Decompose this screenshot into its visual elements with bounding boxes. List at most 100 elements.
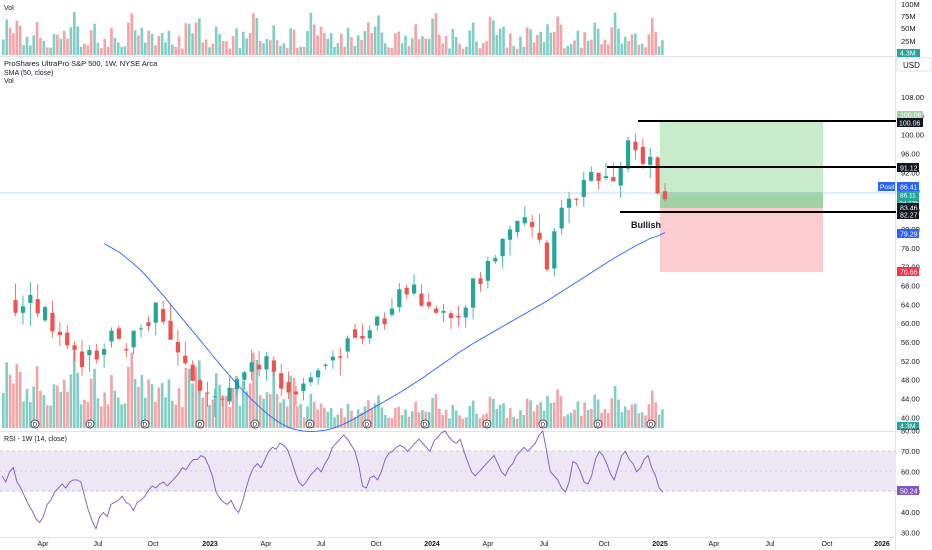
top-volume-bar bbox=[272, 25, 275, 55]
top-volume-bar bbox=[417, 39, 421, 55]
dividend-marker[interactable]: D bbox=[420, 419, 430, 429]
horizontal-levels[interactable] bbox=[607, 120, 896, 213]
candle bbox=[190, 360, 195, 382]
volume-bar bbox=[492, 399, 495, 428]
entry-badge bbox=[897, 203, 919, 212]
volume-bar bbox=[160, 383, 164, 428]
volume-bar bbox=[542, 410, 546, 428]
candle bbox=[205, 381, 210, 407]
top-volume-bar bbox=[552, 31, 556, 55]
top-volume-bar bbox=[177, 36, 181, 55]
top-volume-bar bbox=[600, 44, 603, 55]
volume-bar bbox=[76, 372, 79, 428]
dividend-marker[interactable]: D bbox=[140, 419, 150, 429]
top-volume-bar bbox=[468, 30, 472, 55]
top-volume-bar bbox=[617, 28, 620, 55]
top-volume-bar bbox=[414, 24, 417, 55]
dividend-marker[interactable]: D bbox=[30, 419, 40, 429]
volume-bar bbox=[181, 407, 184, 428]
top-volume-bar bbox=[451, 28, 455, 55]
top-volume-bar bbox=[69, 27, 73, 55]
dividend-marker[interactable]: D bbox=[250, 419, 260, 429]
dividend-marker[interactable]: D bbox=[195, 419, 205, 429]
volume-bar bbox=[586, 409, 590, 428]
dividend-marker[interactable]: D bbox=[593, 419, 603, 429]
dividend-marker[interactable]: D bbox=[646, 419, 656, 429]
volume-bar bbox=[400, 414, 404, 428]
candle bbox=[640, 138, 645, 170]
top-volume-bar bbox=[279, 45, 282, 55]
volume-bar bbox=[448, 418, 451, 428]
volume-bar bbox=[579, 415, 583, 428]
volume-bar bbox=[427, 411, 431, 428]
dividend-marker[interactable]: D bbox=[305, 419, 315, 429]
top-volume-bar bbox=[292, 29, 296, 55]
candle bbox=[500, 237, 505, 268]
top-volume-bar bbox=[546, 24, 549, 55]
volume-bar bbox=[316, 409, 319, 428]
top-volume-bar bbox=[627, 41, 630, 55]
top-volume-bar bbox=[383, 43, 387, 55]
volume-bar bbox=[52, 384, 56, 428]
top-volume-bar bbox=[576, 30, 580, 55]
volume-bar bbox=[235, 376, 238, 428]
top-volume-bar bbox=[563, 48, 566, 55]
candles bbox=[13, 133, 668, 417]
volume-bar bbox=[171, 400, 174, 428]
top-volume-bar bbox=[471, 22, 475, 56]
dividend-marker[interactable]: D bbox=[538, 419, 548, 429]
top-volume-bar bbox=[316, 35, 319, 55]
volume-bar bbox=[45, 405, 49, 428]
top-volume-bar bbox=[340, 33, 343, 55]
volume-bar bbox=[96, 398, 100, 428]
candle bbox=[35, 284, 40, 318]
volume-bars bbox=[2, 350, 664, 428]
volume-bar bbox=[647, 404, 651, 428]
volume-bar bbox=[302, 417, 306, 428]
price-tick: 108.00 bbox=[901, 93, 924, 102]
volume-bar bbox=[603, 408, 607, 428]
volume-bar bbox=[123, 403, 127, 428]
dividend-marker[interactable]: D bbox=[362, 419, 372, 429]
candle bbox=[463, 304, 468, 328]
time-axis: Apr Jul Oct 2023 Apr Jul Oct 2024 Apr Jul Oct 2025 A… bbox=[38, 541, 890, 548]
price-axis: 108.00104.00100.0096.0092.0088.0084.0080… bbox=[901, 93, 924, 423]
top-volume-bar bbox=[201, 42, 205, 55]
candle bbox=[212, 388, 217, 417]
volume-bar bbox=[292, 377, 296, 428]
candle bbox=[515, 220, 520, 237]
top-volume-bar bbox=[93, 23, 96, 55]
candle bbox=[574, 198, 579, 206]
top-volume-bar bbox=[620, 43, 624, 55]
time-tick: 2023 bbox=[202, 541, 218, 548]
dividend-marker[interactable]: D bbox=[482, 419, 492, 429]
candle bbox=[345, 335, 350, 359]
candle bbox=[375, 315, 380, 331]
top-volume-bar bbox=[116, 42, 120, 55]
candle bbox=[603, 162, 609, 181]
volume-bar bbox=[525, 398, 529, 428]
candle bbox=[323, 363, 328, 370]
sma-legend: SMA (50, close) bbox=[4, 70, 53, 77]
top-volume-bar bbox=[481, 42, 485, 55]
dividend-marker[interactable]: D bbox=[85, 419, 95, 429]
time-tick: Jul bbox=[317, 541, 326, 548]
top-volume-bar bbox=[113, 37, 117, 55]
top-volume-bar bbox=[96, 42, 100, 55]
top-volume-bar bbox=[458, 43, 461, 55]
top-volume-bar bbox=[312, 24, 316, 55]
last-volume-badge bbox=[897, 49, 920, 57]
price-tick: 100.00 bbox=[901, 131, 924, 140]
top-volume-bar bbox=[306, 31, 309, 55]
volume-bar bbox=[86, 401, 90, 428]
volume-bar bbox=[607, 412, 610, 428]
volume-bar bbox=[563, 416, 566, 428]
top-volume-bar bbox=[410, 38, 414, 55]
volume-bar bbox=[140, 374, 144, 428]
top-volume-bar bbox=[634, 33, 637, 55]
top-volume-bar bbox=[400, 43, 404, 55]
top-volume-bar bbox=[573, 40, 576, 55]
currency-button[interactable]: USD bbox=[896, 57, 932, 72]
